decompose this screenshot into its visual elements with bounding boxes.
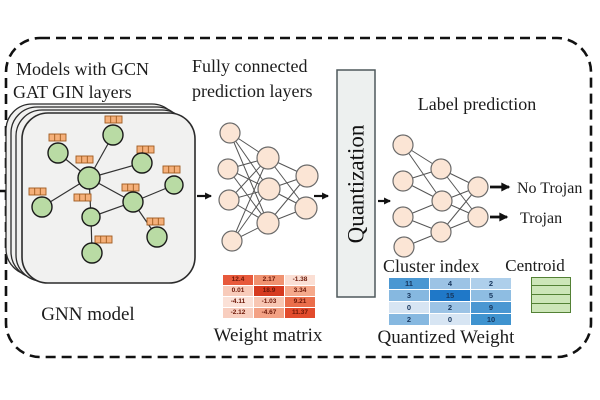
weight-cell: -2.12 (223, 308, 253, 318)
graph-node (31, 196, 53, 218)
weight-cell: -1.38 (285, 275, 315, 285)
weight-cell: 2.17 (254, 275, 284, 285)
cluster-cell: 11 (389, 278, 429, 289)
neuron (257, 177, 281, 201)
centroid-table (531, 277, 571, 313)
neuron (218, 189, 240, 211)
pred-network-nodes (392, 134, 489, 258)
cluster-cell: 2 (430, 302, 470, 313)
cluster-cell: 2 (471, 278, 511, 289)
neuron (393, 236, 415, 258)
neuron (294, 196, 318, 220)
weight-cell: 18.9 (254, 286, 284, 296)
weight-matrix-caption: Weight matrix (214, 325, 323, 346)
neuron (467, 176, 489, 198)
neuron (467, 206, 489, 228)
neuron (392, 206, 414, 228)
cluster-cell: 4 (430, 278, 470, 289)
cluster-cell: 10 (471, 314, 511, 325)
neuron (392, 134, 414, 156)
cluster-cell: 9 (471, 302, 511, 313)
label-prediction-title: Label prediction (418, 94, 536, 114)
fc-network-nodes (217, 122, 319, 252)
feature-strip (94, 235, 113, 244)
cluster-cell: 5 (471, 290, 511, 301)
neuron (431, 190, 453, 212)
trojan-label: Trojan (520, 210, 562, 227)
neuron (217, 158, 239, 180)
centroid-cell (531, 295, 571, 304)
graph-node (77, 166, 101, 190)
weight-matrix-table: 12.4 2.17 -1.38 0.01 18.9 3.34 -4.11 -1.… (222, 274, 316, 319)
fc-label-line2: prediction layers (192, 81, 312, 101)
neuron (392, 170, 414, 192)
no-trojan-label: No Trojan (517, 180, 582, 197)
cluster-cell: 3 (389, 290, 429, 301)
cluster-index-caption: Cluster index (383, 256, 480, 276)
quantization-label: Quantization (344, 124, 369, 243)
graph-node (47, 142, 69, 164)
fc-label-line1: Fully connected (192, 56, 307, 76)
neuron (256, 146, 280, 170)
centroid-cell (531, 277, 571, 286)
neuron (430, 158, 452, 180)
weight-cell: 12.4 (223, 275, 253, 285)
feature-strip (162, 165, 181, 174)
feature-strip (75, 155, 94, 164)
feature-strip (73, 193, 92, 202)
cluster-cell: 2 (389, 314, 429, 325)
feature-strip (48, 133, 67, 142)
weight-cell: 11.37 (285, 308, 315, 318)
neuron (219, 122, 241, 144)
quantized-weight-caption: Quantized Weight (378, 327, 516, 348)
feature-strip (28, 187, 47, 196)
weight-cell: 9.21 (285, 297, 315, 307)
neuron (295, 164, 319, 188)
centroid-caption: Centroid (505, 256, 565, 275)
weight-cell: -4.11 (223, 297, 253, 307)
cluster-cell: 0 (389, 302, 429, 313)
cluster-cell: 15 (430, 290, 470, 301)
feature-strip (104, 115, 123, 124)
graph-node (81, 242, 103, 264)
cluster-index-table: 11 4 2 3 15 5 0 2 9 2 0 10 (388, 277, 512, 326)
feature-strips (28, 115, 181, 244)
graph-node (131, 152, 153, 174)
centroid-cell (531, 286, 571, 295)
graph-node (164, 175, 184, 195)
weight-cell: -1.03 (254, 297, 284, 307)
feature-strip (121, 183, 140, 192)
graph-node (102, 124, 124, 146)
weight-cell: 3.34 (285, 286, 315, 296)
models-label-line2: GAT GIN layers (13, 82, 132, 102)
graph-node (146, 226, 168, 248)
feature-strip (146, 217, 165, 226)
models-label-line1: Models with GCN (16, 59, 149, 79)
feature-strip (136, 145, 155, 154)
quantization-box (336, 69, 376, 298)
graph-nodes (31, 124, 184, 264)
neuron (221, 230, 243, 252)
graph-node (122, 191, 144, 213)
cluster-cell: 0 (430, 314, 470, 325)
gnn-model-label: GNN model (41, 304, 134, 325)
weight-cell: -4.67 (254, 308, 284, 318)
weight-cell: 0.01 (223, 286, 253, 296)
neuron (430, 221, 452, 243)
neuron (256, 211, 280, 235)
graph-node (81, 207, 101, 227)
centroid-cell (531, 304, 571, 313)
